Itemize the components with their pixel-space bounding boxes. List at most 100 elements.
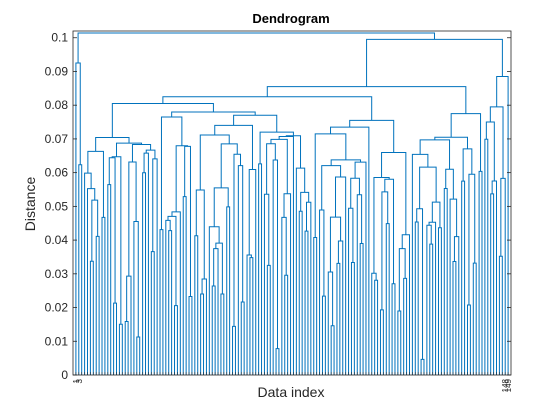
dendrogram-link-88: [350, 177, 360, 209]
dendrogram-link-14: [321, 295, 326, 375]
dendrogram-link-43: [453, 236, 460, 375]
dendrogram-link-8: [379, 309, 384, 375]
dendrogram-link-4: [330, 325, 335, 375]
dendrogram-link-100: [321, 165, 342, 211]
dendrogram-link-115: [145, 149, 156, 159]
dendrogram-link-10: [466, 304, 471, 375]
dendrogram-link-143: [162, 96, 373, 121]
dendrogram-link-41: [337, 240, 344, 375]
dendrogram-link-2: [136, 336, 141, 375]
dendrogram-link-107: [152, 158, 158, 375]
dendrogram-link-126: [95, 137, 130, 152]
dendrogram-link-83: [107, 184, 112, 375]
dendrogram-link-147: [366, 38, 503, 87]
dendrogram-link-63: [298, 210, 303, 375]
dendrogram-link-32: [249, 257, 254, 375]
dendrogram-link-82: [213, 187, 229, 227]
dendrogram-link-50: [437, 227, 442, 375]
dendrogram-link-93: [142, 172, 147, 375]
dendrogram-link-47: [304, 230, 309, 375]
dendrogram-link-108: [108, 157, 116, 304]
dendrogram-link-48: [168, 230, 173, 375]
dendrogram-link-73: [356, 194, 363, 375]
dendrogram-link-111: [233, 153, 242, 327]
dendrogram-link-122: [116, 142, 143, 157]
y-tick-label: 0.03: [45, 267, 69, 281]
dendrogram-link-21: [403, 277, 408, 375]
dendrogram-link-38: [429, 243, 434, 375]
dendrogram-link-12: [240, 301, 245, 375]
dendrogram-link-13: [188, 296, 193, 375]
dendrogram-link-84: [461, 180, 466, 375]
dendrogram-link-6: [124, 321, 129, 375]
dendrogram-link-19: [374, 279, 379, 375]
dendrogram-link-78: [381, 191, 389, 310]
x-leaf-label: 1: [72, 378, 81, 383]
dendrogram-link-94: [478, 170, 483, 375]
dendrogram-link-16: [220, 293, 225, 375]
dendrogram-link-49: [159, 229, 164, 375]
axes-box: [72, 30, 512, 376]
dendrogram-link-66: [348, 207, 354, 375]
dendrogram-link-9: [174, 305, 178, 375]
y-tick-label: 0.06: [45, 166, 69, 180]
dendrogram-link-24: [371, 272, 377, 375]
dendrogram-link-140: [171, 111, 256, 117]
dendrogram-link-53: [385, 223, 390, 375]
dendrogram-link-22: [126, 275, 132, 375]
dendrogram-link-59: [101, 216, 106, 375]
dendrogram-link-130: [199, 134, 230, 191]
dendrogram-link-69: [431, 201, 441, 228]
dendrogram-link-121: [266, 143, 276, 195]
dendrogram-link-120: [220, 143, 238, 188]
y-tick-label: 0.05: [45, 199, 69, 213]
dendrogram-link-85: [491, 180, 497, 375]
dendrogram-link-37: [398, 248, 406, 311]
dendrogram-link-75: [490, 193, 495, 375]
dendrogram-link-144: [266, 86, 467, 114]
y-tick-label: 0.04: [45, 233, 69, 247]
dendrogram-link-105: [272, 159, 278, 375]
dendrogram-link-109: [111, 156, 122, 325]
dendrogram-link-35: [150, 251, 155, 375]
dendrogram-link-25: [327, 271, 334, 375]
dendrogram-link-146: [75, 62, 81, 375]
dendrogram-link-116: [462, 148, 473, 182]
dendrogram-link-23: [284, 274, 289, 375]
dendrogram-link-39: [359, 243, 364, 375]
x-axis-label: Data index: [258, 384, 325, 400]
dendrogram-link-91: [468, 173, 476, 306]
dendrogram-link-117: [184, 145, 191, 297]
dendrogram-link-65: [416, 208, 424, 360]
dendrogram-link-36: [213, 248, 219, 375]
dendrogram-link-114: [87, 150, 104, 218]
y-tick-label: 0.01: [45, 334, 69, 348]
y-axis: 0 0.01 0.02 0.03 0.04 0.05 0.06 0.07 0.08 0.09 0.1: [45, 31, 511, 382]
dendrogram-link-87: [500, 177, 506, 375]
x-leaf-label: 148: [501, 378, 510, 392]
dendrogram-link-20: [201, 278, 207, 375]
y-tick-label: 0.09: [45, 64, 69, 78]
dendrogram-link-28: [472, 262, 477, 375]
dendrogram-link-99: [237, 165, 244, 375]
dendrogram-link-30: [452, 261, 457, 375]
dendrogram-link-5: [118, 323, 123, 375]
dendrogram-link-72: [182, 196, 187, 375]
dendrogram-link-112: [143, 152, 149, 375]
dendrogram-link-52: [426, 224, 432, 375]
dendrogram-link-11: [113, 302, 118, 375]
dendrogram-link-142: [111, 103, 214, 138]
dendrogram-link-31: [89, 260, 94, 375]
dendrogram-link-102: [258, 163, 263, 375]
dendrogram-link-64: [319, 209, 325, 375]
dendrogram-link-139: [450, 113, 482, 172]
dendrogram-link-17: [211, 285, 216, 375]
dendrogram-link-136: [349, 119, 395, 153]
dendrogram-link-74: [263, 193, 270, 375]
dendrogram-link-148: [77, 32, 435, 64]
dendrogram-link-67: [226, 206, 231, 375]
dendrogram-link-33: [498, 255, 503, 375]
dendrogram-link-70: [91, 199, 99, 262]
